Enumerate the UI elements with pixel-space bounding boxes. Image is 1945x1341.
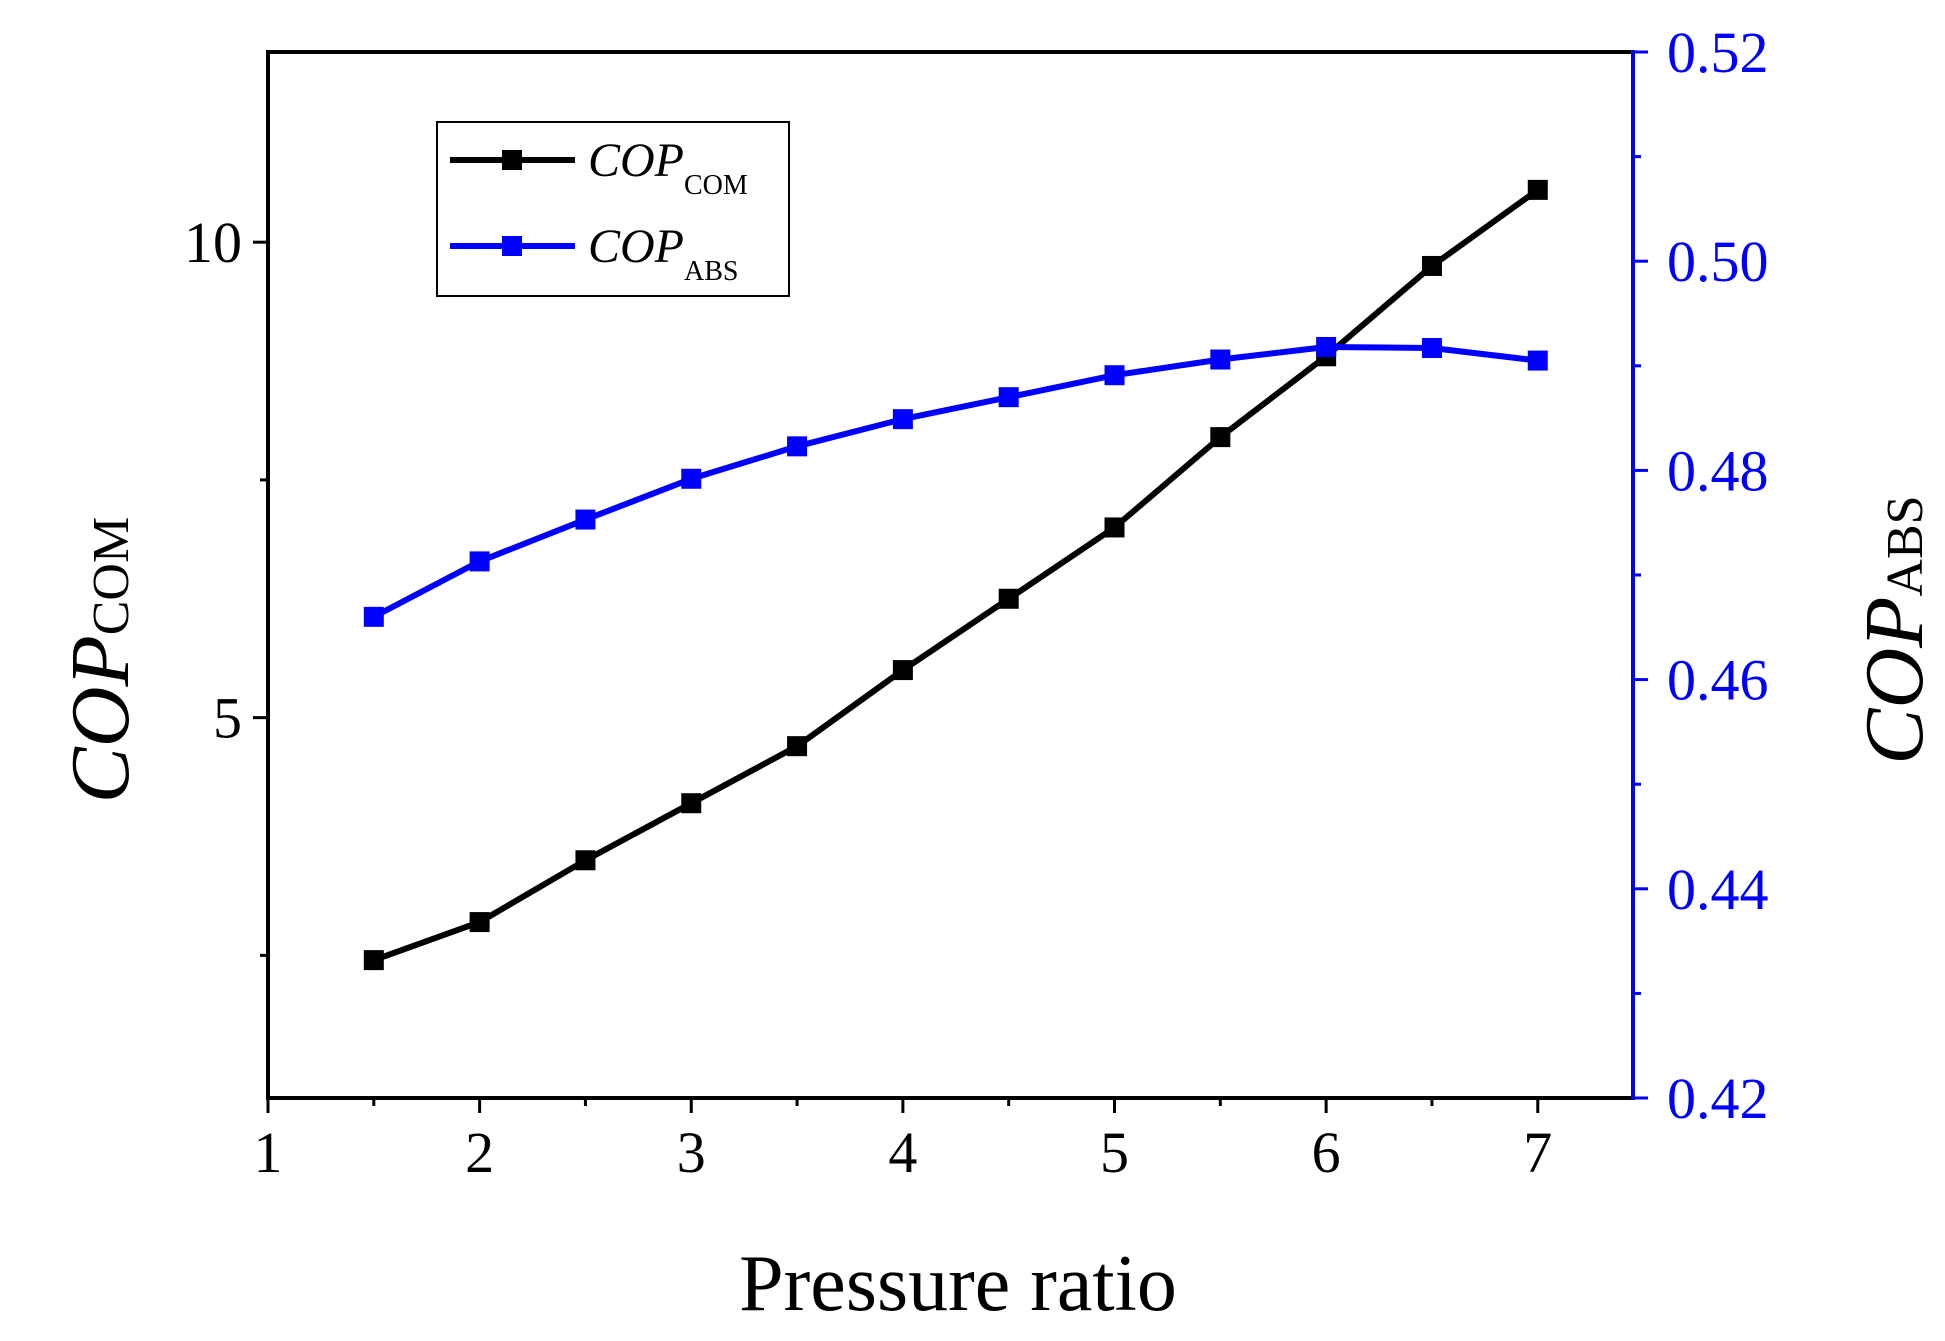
data-point-abs <box>469 551 490 572</box>
data-point-com <box>998 588 1019 609</box>
legend-label-abs: COPABS <box>588 220 738 287</box>
right-tick-label: 0.46 <box>1667 648 1769 713</box>
x-axis-label: Pressure ratio <box>739 1240 1177 1328</box>
x-tick-label: 5 <box>1100 1120 1129 1185</box>
series-line-abs <box>372 344 1539 620</box>
x-tick-label: 4 <box>888 1120 917 1185</box>
data-point-com <box>1527 179 1548 200</box>
data-point-abs <box>892 409 913 430</box>
legend-marker-abs <box>502 236 522 256</box>
left-axis-label-main: COP <box>54 635 147 803</box>
svg-text:COPCOM: COPCOM <box>54 517 147 803</box>
legend: COPCOM COPABS <box>436 121 790 297</box>
data-point-abs <box>363 606 384 627</box>
data-point-abs <box>1527 350 1548 371</box>
right-axis-label-main: COP <box>1848 597 1941 765</box>
right-tick-label: 0.42 <box>1667 1066 1769 1131</box>
x-tick-label: 3 <box>677 1120 706 1185</box>
right-axis-label-sub: ABS <box>1877 495 1934 596</box>
data-point-com <box>575 850 596 871</box>
svg-text:COPABS: COPABS <box>1848 495 1941 764</box>
legend-label-com: COPCOM <box>588 134 748 201</box>
data-point-com <box>1210 427 1231 448</box>
plot-area <box>363 179 1548 971</box>
data-point-com <box>469 912 490 933</box>
right-tick-label: 0.50 <box>1667 229 1769 294</box>
right-axis-label: COPABS <box>1848 495 1941 764</box>
data-point-com <box>681 793 702 814</box>
legend-marker-com <box>502 150 522 170</box>
series-line-com <box>372 187 1540 963</box>
data-point-com <box>892 660 913 681</box>
data-point-com <box>1104 517 1125 538</box>
right-tick-label: 0.48 <box>1667 438 1769 503</box>
right-tick-label: 0.44 <box>1667 857 1769 922</box>
right-tick-label: 0.52 <box>1667 20 1769 85</box>
data-point-com <box>787 736 808 757</box>
data-point-abs <box>998 387 1019 408</box>
left-tick-label: 10 <box>184 210 242 275</box>
data-point-abs <box>1316 336 1337 357</box>
left-axis-label-sub: COM <box>83 517 140 635</box>
data-point-abs <box>787 436 808 457</box>
x-tick-label: 7 <box>1523 1120 1552 1185</box>
data-point-abs <box>1421 338 1442 359</box>
data-point-abs <box>1210 349 1231 370</box>
legend-box <box>436 121 790 297</box>
x-tick-label: 6 <box>1312 1120 1341 1185</box>
x-tick-label: 2 <box>465 1120 494 1185</box>
data-point-com <box>1421 255 1442 276</box>
data-point-abs <box>1104 365 1125 386</box>
left-axis-label: COPCOM <box>54 517 147 803</box>
left-tick-label: 5 <box>213 686 242 751</box>
axes: 1 2 3 4 5 6 7 5 10 0.42 0.44 0.46 0.48 0.50 0.52 <box>184 20 1769 1185</box>
data-point-com <box>363 950 384 971</box>
data-point-abs <box>575 509 596 530</box>
data-point-abs <box>681 468 702 489</box>
x-tick-label: 1 <box>254 1120 283 1185</box>
